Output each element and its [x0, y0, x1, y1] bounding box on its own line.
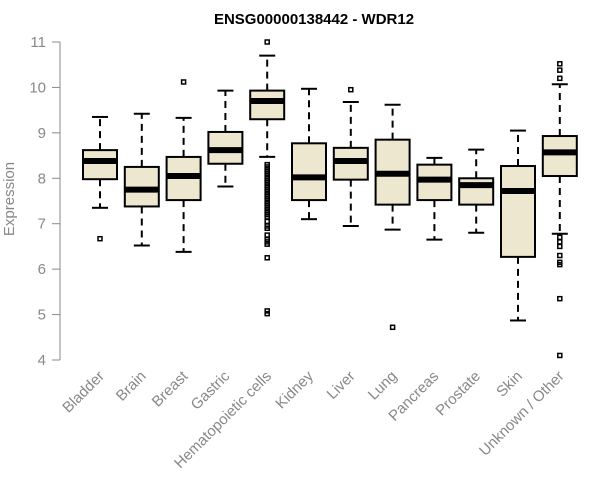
x-category-label: Bladder	[59, 368, 108, 417]
outlier-point	[180, 79, 187, 85]
outlier-point	[264, 310, 270, 317]
outlier-point	[557, 352, 563, 359]
box-iqr	[291, 142, 327, 202]
outlier-point	[557, 252, 563, 259]
box-group	[541, 61, 578, 359]
x-category-label: Liver	[324, 368, 359, 403]
box-iqr	[541, 135, 578, 178]
outlier-point	[348, 86, 354, 93]
outlier-point	[264, 39, 270, 45]
y-axis-label: Expression	[1, 162, 18, 236]
x-category-label: Prostate	[432, 368, 484, 420]
box-group	[374, 103, 411, 331]
outlier-point	[557, 295, 563, 302]
x-category-label: Breast	[149, 367, 192, 410]
x-category-label: Brain	[113, 368, 150, 405]
box-group	[500, 129, 536, 322]
outlier-point	[557, 75, 563, 82]
outlier-point	[97, 235, 103, 242]
box-iqr	[249, 89, 286, 121]
y-tick-label: 6	[38, 261, 46, 278]
outlier-point	[264, 225, 270, 232]
box-group	[82, 115, 118, 242]
box-group	[332, 86, 369, 227]
outlier-point	[557, 261, 563, 268]
box-group	[291, 87, 327, 221]
outlier-point	[264, 241, 270, 247]
box-group	[458, 148, 495, 234]
y-tick-label: 8	[38, 170, 46, 187]
outlier-point	[389, 324, 396, 331]
outlier-point	[557, 61, 563, 67]
x-category-label: Skin	[493, 368, 526, 401]
box-group	[249, 39, 286, 317]
outlier-point	[557, 239, 563, 245]
y-tick-label: 10	[29, 79, 46, 96]
box-group	[165, 79, 202, 253]
x-category-label: Lung	[365, 368, 401, 404]
outlier-point	[264, 232, 270, 238]
outlier-point	[557, 234, 563, 241]
outlier-point	[557, 67, 563, 73]
box-iqr	[500, 165, 536, 258]
box-group	[416, 156, 453, 241]
y-axis: 4 5 6 7 8 9 10 11	[29, 34, 61, 369]
outlier-point	[264, 218, 270, 225]
outlier-point	[264, 255, 270, 261]
box-group	[123, 112, 160, 247]
box-iqr	[82, 149, 118, 181]
box-group	[207, 89, 244, 188]
outlier-point	[557, 243, 563, 250]
y-tick-label: 4	[38, 352, 46, 369]
y-tick-label: 5	[38, 307, 46, 324]
y-tick-label: 11	[30, 34, 46, 51]
boxes	[82, 39, 578, 359]
x-category-label: Kidney	[272, 367, 317, 412]
y-tick-label: 7	[38, 216, 46, 233]
y-tick-label: 9	[38, 125, 46, 142]
chart-title: ENSG00000138442 - WDR12	[214, 11, 414, 28]
